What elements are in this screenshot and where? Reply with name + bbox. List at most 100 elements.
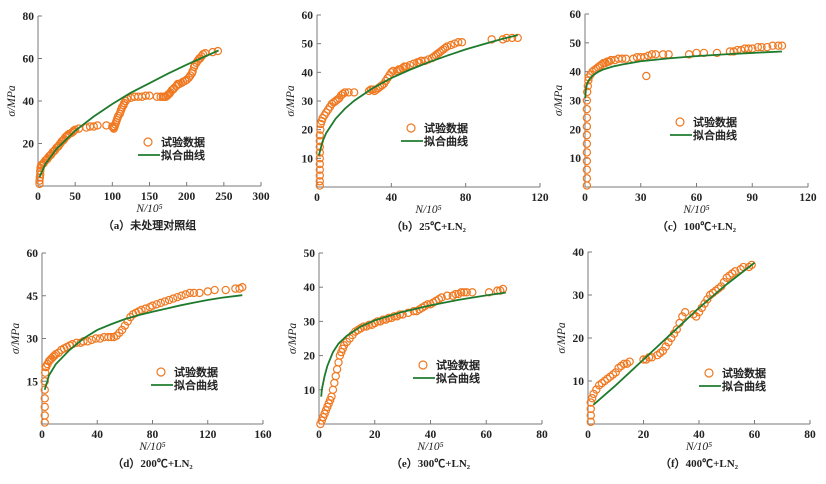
data-point [582, 139, 592, 148]
fit-curve [317, 34, 518, 156]
data-point [91, 334, 101, 343]
legend-label-fit: 拟合曲线 [174, 378, 218, 392]
data-point [54, 348, 63, 357]
data-point [582, 181, 592, 190]
data-point [40, 394, 49, 403]
y-tick-label: 20 [23, 139, 35, 151]
y-axis-title: σ/MPa [10, 323, 22, 354]
data-point [582, 148, 592, 157]
data-point [604, 57, 614, 66]
panel-caption: （c）100℃+LN₂ [657, 220, 737, 233]
data-point [457, 38, 467, 47]
data-point [747, 260, 756, 270]
legend-marker-circle [675, 117, 685, 127]
data-point [186, 71, 195, 80]
data-point [40, 385, 49, 394]
x-axis-title: N/10⁵ [138, 441, 165, 453]
data-point [454, 38, 463, 47]
data-point [753, 42, 763, 52]
data-point [647, 353, 657, 362]
y-tick-label: 10 [304, 385, 316, 397]
y-tick-label: 30 [302, 96, 314, 108]
data-point [584, 76, 593, 85]
data-point [757, 42, 766, 52]
data-point [315, 165, 324, 174]
data-point [117, 103, 127, 112]
x-tick-label: 80 [804, 429, 816, 441]
data-point [768, 41, 777, 50]
data-point [316, 125, 325, 134]
data-point [185, 288, 194, 298]
y-tick-label: 20 [573, 333, 585, 345]
y-tick-label: 30 [27, 334, 39, 346]
legend-label-fit: 拟合曲线 [436, 371, 480, 385]
data-point [169, 294, 178, 303]
legend-marker-circle [156, 367, 166, 377]
data-point [583, 87, 592, 97]
data-point [344, 88, 353, 97]
data-point [404, 308, 413, 318]
data-point [589, 389, 598, 399]
fit-curve [320, 291, 506, 397]
x-tick-label: 40 [386, 192, 398, 204]
data-point [117, 325, 127, 335]
x-axis-title: N/10⁵ [414, 204, 441, 216]
y-axis-title: σ/MPa [6, 85, 18, 116]
legend-marker-circle [406, 123, 416, 133]
data-point [437, 293, 446, 302]
y-tick-label: 10 [302, 153, 314, 165]
data-point [692, 312, 701, 321]
data-point [160, 297, 170, 306]
data-point [712, 48, 722, 58]
data-point [762, 42, 772, 52]
data-point [120, 321, 130, 330]
data-point [83, 337, 92, 346]
x-tick-label: 80 [460, 192, 472, 204]
data-point [173, 292, 182, 302]
y-tick-label: 10 [570, 153, 582, 165]
data-point [189, 288, 199, 298]
x-tick-label: 0 [316, 429, 322, 441]
y-tick-label: 20 [304, 351, 316, 363]
data-point [95, 334, 105, 343]
panel-caption: （b）25℃+LN₂ [391, 220, 467, 233]
panel-caption: （f）400℃+LN₂ [660, 457, 739, 470]
data-point [334, 358, 343, 367]
legend-marker-circle [418, 360, 428, 370]
data-point [582, 122, 592, 131]
data-point [744, 44, 753, 53]
series-test-data [582, 41, 787, 190]
data-point [777, 41, 787, 50]
data-point [387, 68, 396, 77]
y-tick-label: 50 [302, 39, 314, 51]
fit-curve [38, 49, 219, 178]
data-point [402, 62, 411, 71]
data-point [332, 365, 342, 374]
data-point [330, 378, 339, 388]
data-point [238, 283, 247, 292]
data-point [487, 35, 496, 44]
data-point [141, 91, 150, 100]
data-point [625, 357, 634, 366]
data-point [203, 287, 212, 296]
y-tick-label: 20 [302, 125, 314, 137]
data-point [462, 288, 471, 297]
y-tick-label: 40 [302, 67, 314, 79]
x-tick-label: 80 [147, 429, 159, 441]
x-tick-label: 0 [582, 192, 588, 204]
x-tick-label: 40 [92, 429, 104, 441]
y-tick-label: 20 [570, 124, 582, 136]
data-point [582, 96, 592, 105]
data-point [35, 173, 45, 182]
x-tick-label: 250 [215, 191, 233, 203]
data-point [459, 288, 469, 297]
data-point [89, 122, 98, 131]
data-point [658, 346, 668, 356]
legend-label-fit: 拟合曲线 [161, 148, 205, 162]
fit-curve [43, 294, 243, 391]
data-point [70, 125, 80, 134]
